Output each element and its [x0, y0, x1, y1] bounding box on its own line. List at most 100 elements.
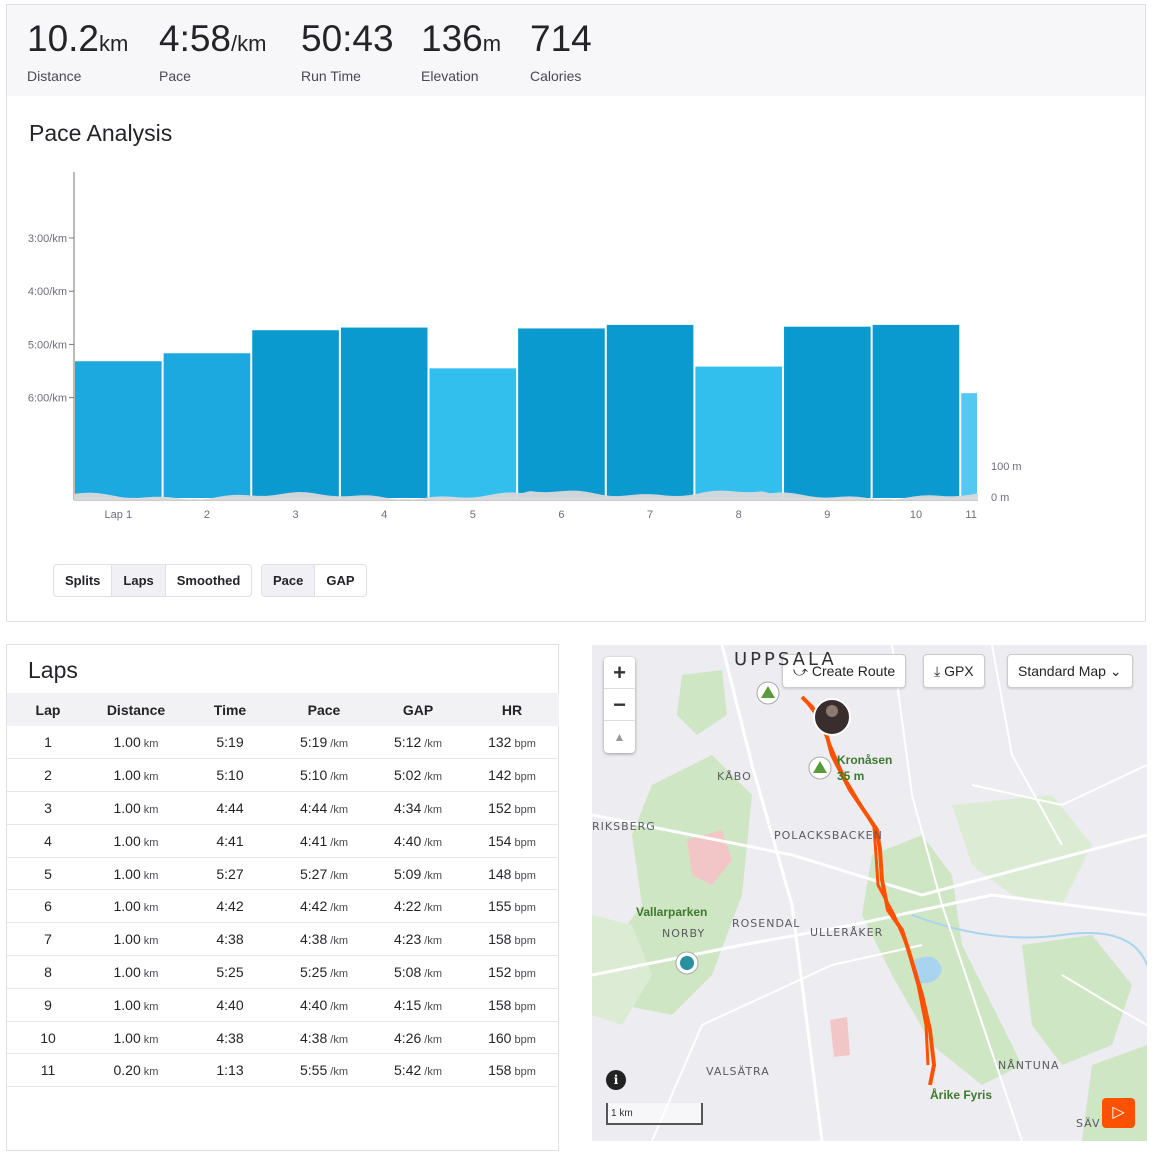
- pace-analysis-title: Pace Analysis: [29, 120, 173, 146]
- place-label: RIKSBERG: [592, 820, 656, 833]
- map-style-select[interactable]: Standard Map ⌄: [1007, 654, 1133, 688]
- lap-row[interactable]: 6 1.00 km 4:42 4:42 /km 4:22 /km 155 bpm: [7, 889, 559, 924]
- splits-button[interactable]: Splits: [54, 565, 113, 596]
- lap-row[interactable]: 3 1.00 km 4:44 4:44 /km 4:34 /km 152 bpm: [7, 791, 559, 825]
- athlete-avatar[interactable]: [813, 698, 851, 736]
- play-flyover-button[interactable]: ▷: [1102, 1098, 1135, 1128]
- x-tick-label: 5: [470, 509, 476, 521]
- lap-row[interactable]: 2 1.00 km 5:10 5:10 /km 5:02 /km 142 bpm: [7, 758, 559, 793]
- elevation-tick-label: 0 m: [991, 492, 1009, 504]
- unit-label: bpm: [511, 1033, 536, 1046]
- poi-label: 35 m: [837, 769, 865, 783]
- x-tick-label: 3: [293, 509, 299, 521]
- lap-row[interactable]: 7 1.00 km 4:38 4:38 /km 4:23 /km 158 bpm: [7, 922, 559, 957]
- lap-distance: 1.00 km: [89, 955, 183, 989]
- lap-number: 3: [7, 791, 89, 825]
- pace-bar: [606, 324, 694, 498]
- pace-bar: [163, 353, 251, 498]
- lap-gap: 4:23 /km: [371, 922, 465, 957]
- lap-distance: 0.20 km: [89, 1053, 183, 1088]
- poi-pin[interactable]: [808, 756, 832, 780]
- unit-label: /km: [421, 738, 443, 751]
- unit-label: km: [140, 902, 159, 915]
- lap-time: 4:38: [183, 1021, 277, 1055]
- lap-row[interactable]: 8 1.00 km 5:25 5:25 /km 5:08 /km 152 bpm: [7, 955, 559, 989]
- pace-chart[interactable]: 3:00/km 4:00/km 5:00/km 6:00/km Lap 1 2 3 4 5 6 7 8…: [7, 96, 1147, 536]
- lap-hr: 158 bpm: [465, 922, 559, 957]
- gpx-button[interactable]: ⤓ GPX: [923, 654, 985, 688]
- pace-bar: [872, 324, 960, 498]
- unit-label: /km: [421, 869, 443, 882]
- compass-icon[interactable]: ▲: [613, 730, 626, 744]
- river: [911, 914, 1147, 966]
- activity-stats: 10.2km Distance 4:58/km Pace 50:43 Run T…: [6, 4, 1146, 97]
- place-label: ULLERÅKER: [810, 926, 884, 939]
- x-tick-label: 2: [204, 509, 210, 521]
- stat-label: Calories: [530, 68, 582, 84]
- lap-row[interactable]: 5 1.00 km 5:27 5:27 /km 5:09 /km 148 bpm: [7, 857, 559, 891]
- unit-label: /km: [327, 869, 349, 882]
- lap-row[interactable]: 11 0.20 km 1:13 5:55 /km 5:42 /km 158 bpm: [7, 1053, 559, 1088]
- pace-bar: [429, 368, 517, 498]
- laps-button[interactable]: Laps: [112, 565, 166, 596]
- road: [651, 944, 923, 1141]
- x-tick-label: 8: [736, 509, 742, 521]
- stat-value: 136: [421, 18, 483, 59]
- lap-distance: 1.00 km: [89, 824, 183, 858]
- stat-elevation: 136m Elevation: [421, 18, 501, 85]
- route-map[interactable]: + − ▲ ⤻ Create Route ⤓ GPX Standard Map …: [592, 645, 1147, 1141]
- col-distance: Distance: [89, 693, 183, 726]
- poi-label: Årike Fyris: [930, 1088, 993, 1102]
- map-canvas[interactable]: [592, 645, 1147, 1141]
- unit-label: bpm: [511, 1000, 536, 1013]
- area-pink: [687, 830, 732, 885]
- zoom-out-button[interactable]: −: [604, 689, 635, 721]
- lap-pace: 5:19 /km: [277, 726, 371, 760]
- lap-row[interactable]: 10 1.00 km 4:38 4:38 /km 4:26 /km 160 bpm: [7, 1021, 559, 1055]
- laps-header-row: Lap Distance Time Pace GAP HR: [7, 693, 559, 726]
- lap-hr: 142 bpm: [465, 758, 559, 793]
- unit-label: bpm: [511, 836, 536, 849]
- unit-label: /km: [421, 803, 443, 816]
- lap-row[interactable]: 9 1.00 km 4:40 4:40 /km 4:15 /km 158 bpm: [7, 988, 559, 1022]
- elevation-tick-label: 100 m: [991, 461, 1022, 473]
- lap-row[interactable]: 1 1.00 km 5:19 5:19 /km 5:12 /km 132 bpm: [7, 726, 559, 760]
- unit-label: /km: [421, 771, 443, 784]
- lap-hr: 160 bpm: [465, 1021, 559, 1055]
- unit-label: /km: [327, 738, 349, 751]
- x-tick-label: 7: [647, 509, 653, 521]
- lap-pace: 4:38 /km: [277, 922, 371, 957]
- road: [991, 645, 1063, 846]
- poi-pin[interactable]: [756, 681, 780, 705]
- poi-pin[interactable]: [675, 951, 699, 975]
- pace-bar: [340, 327, 428, 498]
- unit-label: /km: [421, 1066, 443, 1079]
- lap-pace: 4:38 /km: [277, 1021, 371, 1055]
- lap-pace: 5:25 /km: [277, 955, 371, 989]
- poi-label: Kronåsen: [837, 753, 893, 767]
- zoom-in-button[interactable]: +: [604, 657, 635, 689]
- stat-value: 10.2: [27, 18, 100, 59]
- col-time: Time: [183, 693, 277, 726]
- lap-gap: 4:15 /km: [371, 988, 465, 1022]
- lake: [914, 956, 942, 984]
- create-route-button[interactable]: ⤻ Create Route: [782, 654, 907, 688]
- lap-time: 4:40: [183, 988, 277, 1022]
- lap-time: 5:10: [183, 758, 277, 793]
- lap-row[interactable]: 4 1.00 km 4:41 4:41 /km 4:40 /km 154 bpm: [7, 824, 559, 858]
- pace-button[interactable]: Pace: [262, 565, 316, 596]
- road: [592, 813, 1147, 897]
- lap-pace: 5:55 /km: [277, 1053, 371, 1088]
- lap-gap: 4:40 /km: [371, 824, 465, 858]
- stat-pace: 4:58/km Pace: [159, 19, 266, 85]
- col-lap: Lap: [7, 693, 89, 726]
- lap-number: 10: [7, 1021, 89, 1055]
- unit-label: bpm: [511, 803, 536, 816]
- gap-button[interactable]: GAP: [326, 573, 355, 588]
- lap-gap: 5:08 /km: [371, 955, 465, 989]
- smoothed-button[interactable]: Smoothed: [176, 573, 241, 588]
- x-tick-label: 6: [558, 509, 564, 521]
- play-icon: ▷: [1112, 1104, 1125, 1121]
- unit-label: /km: [421, 902, 443, 915]
- info-icon[interactable]: i: [606, 1070, 626, 1090]
